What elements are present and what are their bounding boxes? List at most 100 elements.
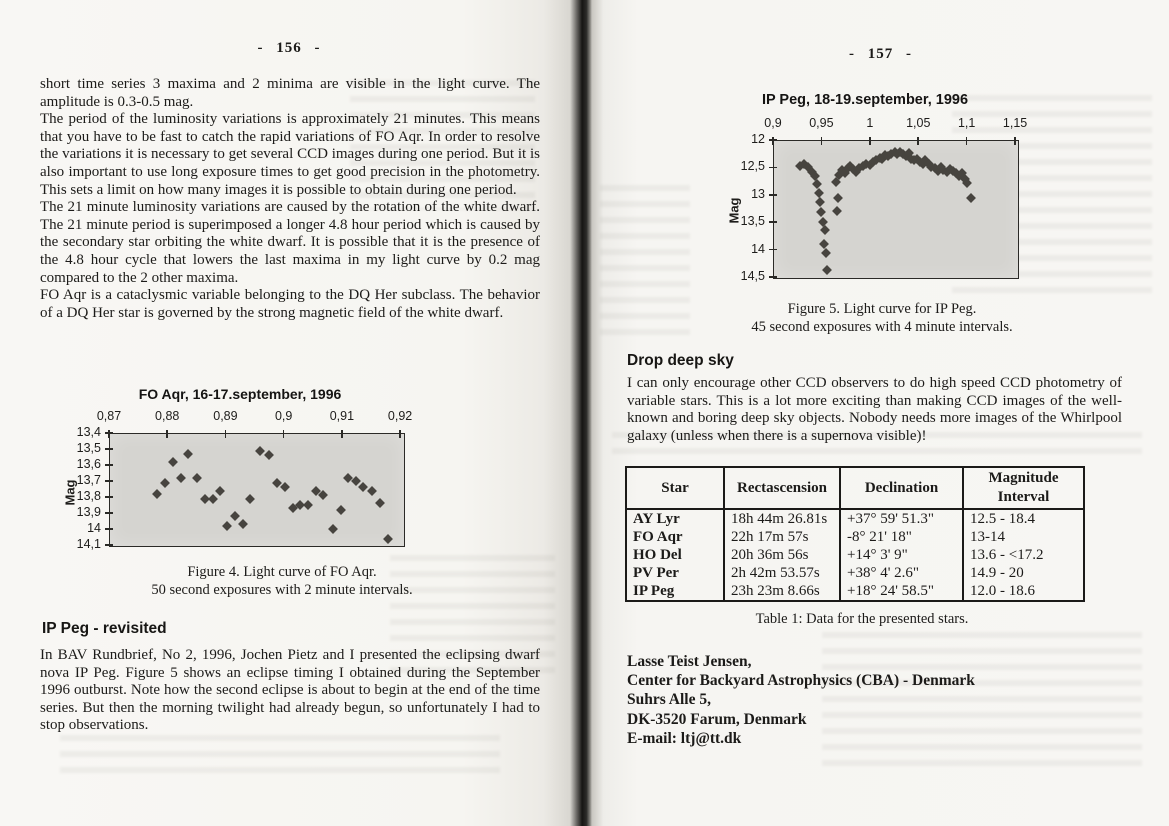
table-cell: 14.9 - 20: [962, 564, 1085, 582]
figure4-chart-title: FO Aqr, 16-17.september, 1996: [138, 386, 342, 402]
x-tick-label: 1,1: [957, 116, 976, 130]
x-tick-label: 0,91: [329, 409, 355, 423]
bleed-through-ghost: [60, 735, 500, 777]
y-tick-mark: [105, 544, 113, 546]
y-tick-mark: [769, 139, 777, 141]
table-cell: 18h 44m 26.81s: [723, 509, 841, 528]
y-tick-label: 12: [751, 132, 765, 146]
figure5-caption-line1: Figure 5. Light curve for IP Peg.: [787, 301, 977, 317]
page-number: - 156 -: [257, 40, 321, 56]
table-cell: -8° 21' 18": [839, 528, 964, 546]
table-body: AY Lyr 18h 44m 26.81s +37° 59' 51.3" 12.5 -…: [625, 509, 1085, 602]
star-data-table: Star Rectascension Declination Magnitude In…: [625, 466, 1085, 602]
y-tick-label: 14: [87, 521, 101, 535]
table-row: IP Peg 23h 23m 8.66s +18° 24' 58.5" 12.0 - …: [625, 582, 1085, 602]
table-cell: 13.6 - <17.2: [962, 546, 1085, 564]
y-tick-label: 13: [751, 186, 765, 201]
figure5-chart-title: IP Peg, 18-19.september, 1996: [761, 92, 969, 108]
table-cell: +14° 3' 9": [839, 546, 964, 564]
x-tick-mark: [282, 430, 285, 438]
y-tick-label: 13,7: [76, 473, 101, 487]
table-header-row: Star Rectascension Declination Magnitude In…: [625, 466, 1085, 510]
y-tick-label: 13,9: [76, 505, 101, 519]
paragraph: FO Aqr is a cataclysmic variable belongi…: [40, 287, 540, 321]
x-tick-label: 0,89: [213, 409, 238, 423]
x-tick-mark: [399, 430, 401, 438]
ip-peg-revisited-paragraph: In BAV Rundbrief, No 2, 1996, Jochen Pie…: [40, 647, 540, 734]
contact-line: DK-3520 Farum, Denmark: [627, 710, 807, 728]
y-tick-label: 13,8: [76, 489, 101, 503]
table-cell: IP Peg: [625, 582, 725, 602]
table-cell: +18° 24' 58.5": [839, 582, 964, 602]
paragraph: short time series 3 maxima and 2 minima …: [40, 76, 540, 110]
x-tick-mark: [772, 137, 774, 145]
table-cell: 13-14: [962, 528, 1085, 546]
x-tick-label: 1,15: [1002, 116, 1028, 130]
figure4-caption: Figure 4. Light curve of FO Aqr. 50 seco…: [32, 563, 532, 599]
x-tick-label: 1: [866, 116, 874, 130]
y-tick-label: 12,5: [740, 159, 765, 174]
x-tick-label: 0,88: [155, 409, 180, 423]
table-cell: 12.5 - 18.4: [962, 509, 1085, 528]
paragraph: The 21 minute luminosity variations are …: [40, 199, 540, 286]
paragraph: The period of the luminosity variations …: [40, 111, 540, 198]
y-tick-mark: [769, 194, 777, 196]
table-row: PV Per 2h 42m 53.57s +38° 4' 2.6" 14.9 - 20: [625, 564, 1085, 582]
table-caption: Table 1: Data for the presented stars.: [755, 611, 969, 627]
figure5-caption-line2: 45 second exposures with 4 minute interv…: [751, 319, 1013, 335]
y-tick-mark: [105, 448, 113, 450]
x-tick-label: 1,05: [906, 116, 931, 130]
column-header: Magnitude Interval: [962, 466, 1085, 510]
table-row: FO Aqr 22h 17m 57s -8° 21' 18" 13-14: [625, 528, 1085, 546]
drop-deep-sky-paragraph: I can only encourage other CCD observers…: [627, 375, 1122, 444]
figure5-plot-area: [773, 140, 1019, 279]
x-tick-label: 0,9: [274, 409, 293, 423]
table-cell: 2h 42m 53.57s: [723, 564, 841, 582]
x-tick-mark: [224, 430, 227, 438]
x-tick-mark: [108, 430, 110, 438]
figure4-caption-line1: Figure 4. Light curve of FO Aqr.: [187, 564, 377, 580]
figure5-chart: IP Peg, 18-19.september, 1996 Mag 0,9 0,9…: [700, 88, 1030, 288]
table-cell: 20h 36m 56s: [723, 546, 841, 564]
y-tick-mark: [769, 276, 777, 278]
column-header: Star: [625, 466, 725, 510]
y-tick-mark: [769, 248, 777, 251]
x-tick-mark: [917, 137, 919, 145]
intro-paragraphs: short time series 3 maxima and 2 minima …: [40, 76, 540, 322]
x-tick-mark: [820, 137, 823, 145]
x-tick-mark: [341, 430, 343, 438]
y-tick-mark: [105, 480, 113, 482]
x-tick-mark: [965, 137, 968, 145]
y-tick-label: 14,1: [76, 537, 101, 551]
y-tick-mark: [105, 512, 113, 514]
x-tick-label: 0,87: [96, 409, 122, 423]
book-spine-shadow: [570, 0, 592, 826]
x-tick-label: 0,9: [764, 116, 782, 130]
column-header: Rectascension: [723, 466, 841, 510]
table-header-row: Star Rectascension Declination Magnitude In…: [625, 466, 1085, 510]
y-tick-mark: [769, 221, 777, 223]
y-tick-label: 14,5: [740, 269, 765, 283]
table-row: HO Del 20h 36m 56s +14° 3' 9" 13.6 - <17.2: [625, 546, 1085, 564]
section-heading-drop-deep-sky: Drop deep sky: [627, 352, 734, 369]
table-cell: 12.0 - 18.6: [962, 582, 1085, 602]
table-cell: HO Del: [625, 546, 725, 564]
table-cell: AY Lyr: [625, 509, 725, 528]
y-tick-mark: [769, 166, 777, 169]
x-tick-mark: [166, 430, 168, 438]
y-tick-mark: [105, 464, 113, 466]
y-tick-label: 13,4: [76, 425, 101, 439]
y-tick-label: 13,6: [76, 457, 101, 471]
page-157: - 157 - IP Peg, 18-19.september, 1996 Ma…: [592, 0, 1169, 826]
table-cell: FO Aqr: [625, 528, 725, 546]
x-tick-label: 0,92: [387, 409, 413, 423]
y-tick-label: 14: [751, 241, 765, 256]
y-tick-mark: [105, 432, 113, 434]
column-header: Declination: [839, 466, 964, 510]
x-tick-mark: [1014, 137, 1016, 145]
y-tick-label: 13,5: [740, 214, 765, 229]
table-cell: 22h 17m 57s: [723, 528, 841, 546]
page-156: - 156 - short time series 3 maxima and 2…: [0, 0, 578, 826]
figure4-caption-line2: 50 second exposures with 2 minute interv…: [151, 582, 413, 598]
